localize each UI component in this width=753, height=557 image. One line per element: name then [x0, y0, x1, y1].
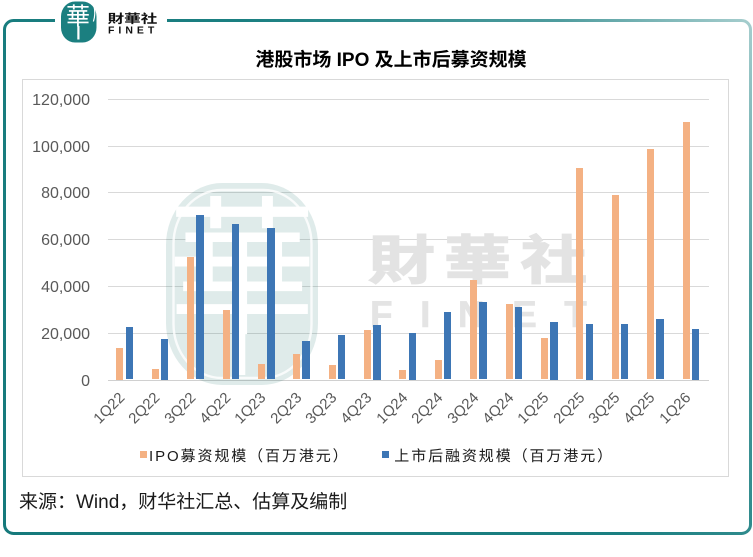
svg-text:財華社: 財華社: [108, 9, 158, 27]
svg-text:FINET: FINET: [108, 25, 158, 37]
